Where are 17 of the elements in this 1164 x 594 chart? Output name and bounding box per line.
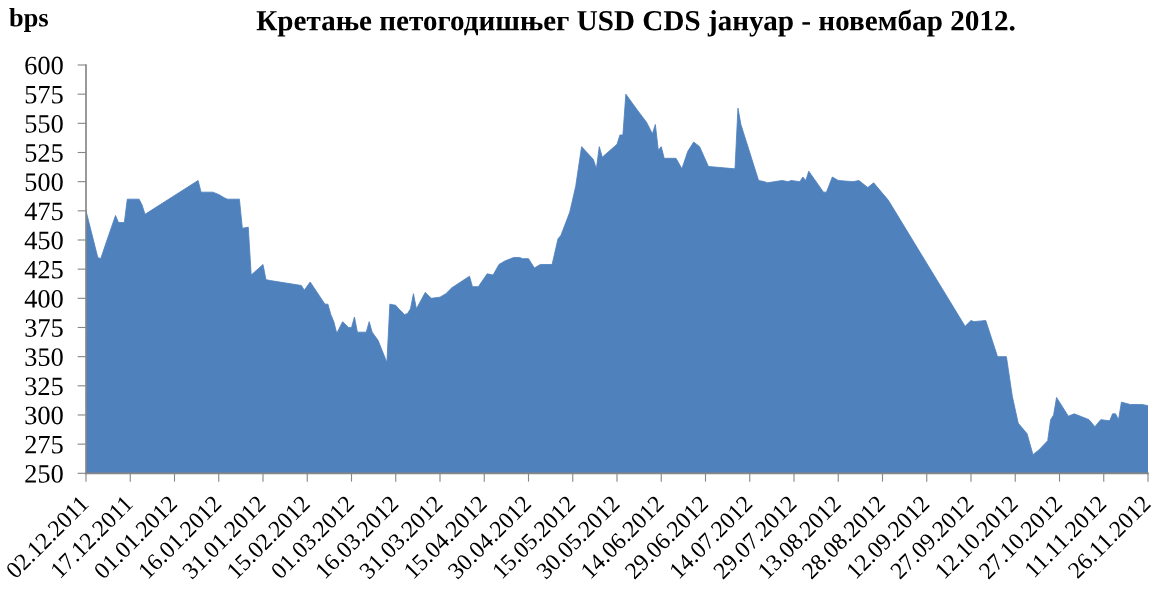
y-axis-title: bps [9, 8, 48, 32]
y-tick-label: 350 [25, 348, 63, 367]
y-tick-label: 275 [25, 435, 63, 454]
y-tick-label: 450 [24, 231, 63, 250]
y-tick-label: 575 [25, 86, 63, 104]
y-tick-label: 475 [24, 202, 63, 221]
y-tick-label: 600 [25, 56, 63, 75]
y-tick-label: 550 [25, 114, 63, 133]
y-tick-label: 325 [25, 377, 63, 396]
y-tick-label: 300 [25, 406, 63, 425]
y-tick-label: 425 [24, 260, 63, 279]
y-tick-label: 500 [25, 173, 63, 192]
y-tick-label: 525 [25, 144, 63, 162]
chart-title: Кретање петогодишњег USD CDS јануар - новембар 2012. [256, 9, 1015, 37]
y-tick-label: 250 [25, 464, 63, 483]
y-tick-label: 375 [25, 319, 63, 337]
y-tick-label: 400 [24, 289, 63, 308]
